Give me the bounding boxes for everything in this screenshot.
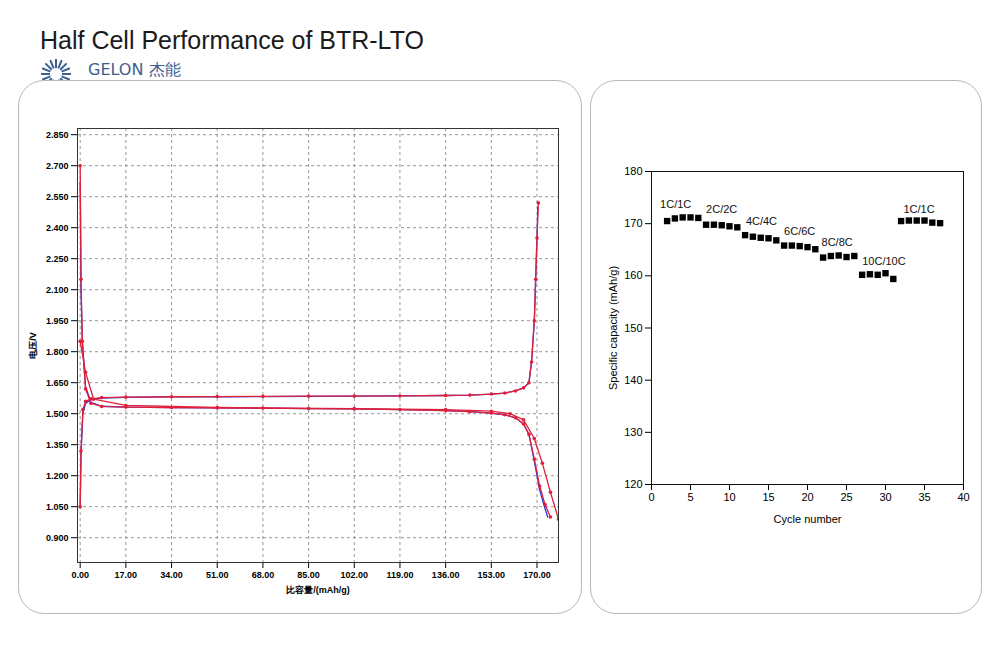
svg-text:2.850: 2.850: [46, 130, 69, 140]
svg-text:0.00: 0.00: [71, 570, 89, 580]
svg-text:10C/10C: 10C/10C: [862, 255, 905, 267]
svg-text:0: 0: [648, 491, 654, 503]
svg-text:68.00: 68.00: [252, 570, 275, 580]
svg-text:30: 30: [879, 491, 891, 503]
html-text:GELON 杰能: GELON 杰能: [88, 60, 181, 79]
svg-text:17.00: 17.00: [115, 570, 138, 580]
svg-text:150: 150: [624, 322, 642, 334]
svg-text:1.200: 1.200: [46, 471, 69, 481]
svg-text:153.00: 153.00: [478, 570, 506, 580]
svg-text:170: 170: [624, 217, 642, 229]
html-text:Half Cell Performance of BTR-L: Half Cell Performance of BTR-LTO: [40, 26, 424, 54]
svg-text:10: 10: [723, 491, 735, 503]
svg-text:102.00: 102.00: [341, 570, 369, 580]
svg-text:1C/1C: 1C/1C: [660, 198, 691, 210]
svg-text:1.050: 1.050: [46, 502, 69, 512]
svg-text:119.00: 119.00: [386, 570, 413, 580]
svg-text:1.350: 1.350: [46, 440, 69, 450]
svg-text:51.00: 51.00: [206, 570, 229, 580]
svg-text:2.100: 2.100: [46, 285, 69, 295]
svg-text:2.400: 2.400: [46, 223, 69, 233]
svg-text:2.550: 2.550: [46, 192, 69, 202]
svg-text:25: 25: [840, 491, 852, 503]
svg-text:35: 35: [918, 491, 930, 503]
svg-text:20: 20: [801, 491, 813, 503]
svg-text:2.250: 2.250: [46, 254, 69, 264]
svg-text:1.800: 1.800: [46, 347, 69, 357]
svg-text:2.700: 2.700: [46, 161, 69, 171]
svg-text:15: 15: [762, 491, 774, 503]
svg-text:120: 120: [624, 478, 642, 490]
svg-text:130: 130: [624, 426, 642, 438]
svg-text:2C/2C: 2C/2C: [706, 203, 737, 215]
svg-text:0.900: 0.900: [46, 533, 69, 543]
svg-text:5: 5: [687, 491, 693, 503]
svg-text:Specific capacity (mAh/g): Specific capacity (mAh/g): [607, 266, 619, 390]
svg-text:170.00: 170.00: [523, 570, 551, 580]
svg-text:34.00: 34.00: [160, 570, 183, 580]
svg-text:电压/V: 电压/V: [28, 332, 38, 359]
svg-text:Cycle number: Cycle number: [774, 513, 842, 525]
svg-text:6C/6C: 6C/6C: [784, 225, 815, 237]
svg-text:40: 40: [957, 491, 969, 503]
svg-text:160: 160: [624, 269, 642, 281]
svg-text:140: 140: [624, 374, 642, 386]
svg-text:4C/4C: 4C/4C: [746, 215, 777, 227]
svg-text:1.650: 1.650: [46, 378, 69, 388]
svg-text:1.950: 1.950: [46, 316, 69, 326]
svg-text:1.500: 1.500: [46, 409, 69, 419]
svg-text:8C/8C: 8C/8C: [822, 236, 853, 248]
svg-text:1C/1C: 1C/1C: [903, 203, 934, 215]
html-text:WWW.LIBGROUP.NET: WWW.LIBGROUP.NET: [88, 82, 172, 91]
svg-text:比容量/(mAh/g): 比容量/(mAh/g): [286, 585, 350, 595]
svg-text:136.00: 136.00: [432, 570, 460, 580]
svg-text:85.00: 85.00: [297, 570, 320, 580]
svg-text:180: 180: [624, 165, 642, 177]
